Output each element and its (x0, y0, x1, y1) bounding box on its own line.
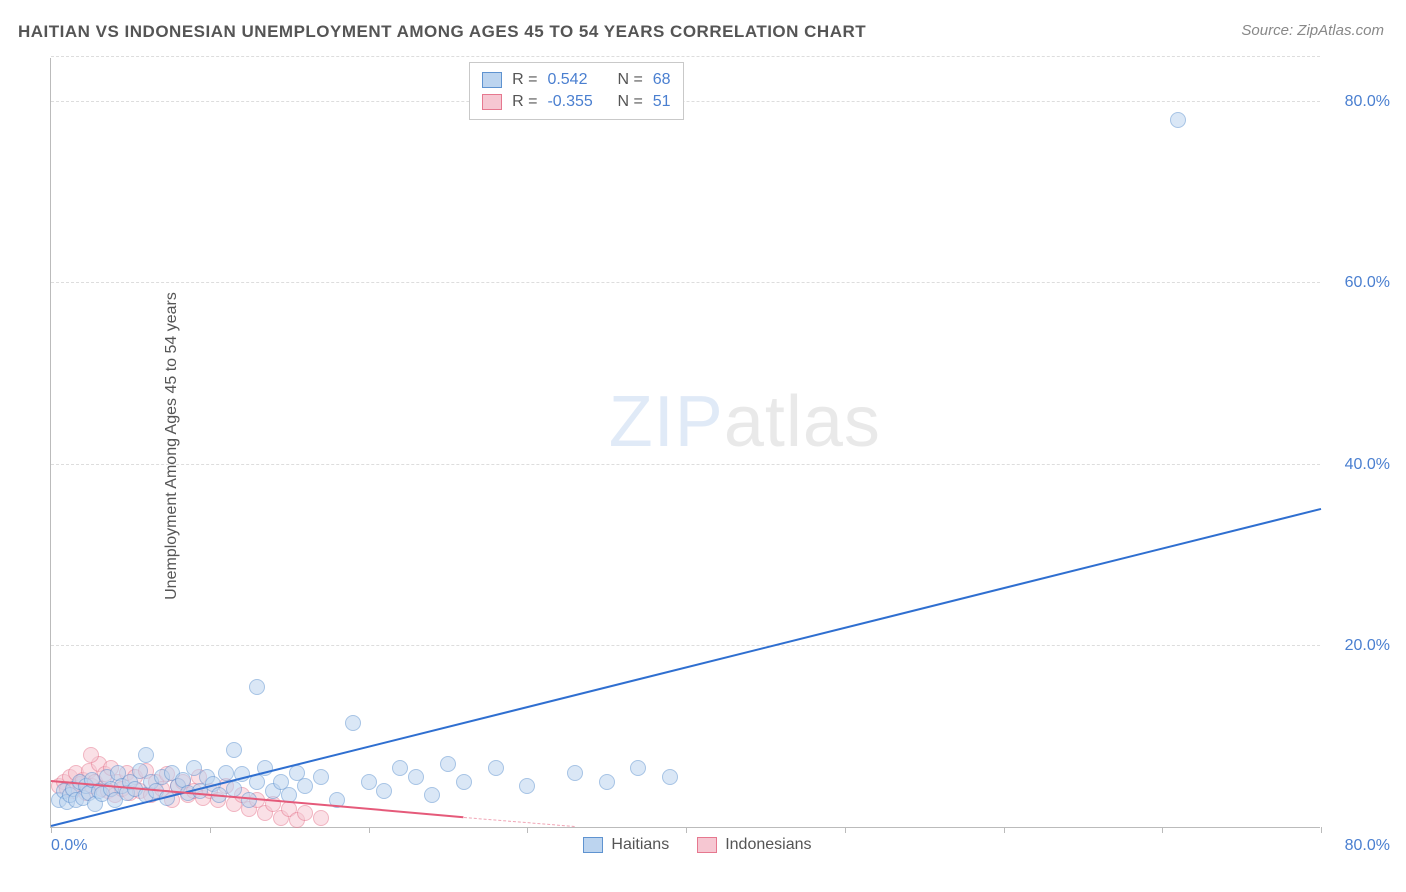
x-end-label: 80.0% (1345, 837, 1390, 855)
legend-swatch (583, 837, 603, 853)
legend-item: Haitians (583, 836, 669, 854)
x-start-label: 0.0% (51, 837, 87, 855)
gridline (51, 282, 1320, 283)
legend-r-label: R = (512, 91, 537, 113)
trend-line (464, 817, 575, 827)
legend-series-name: Indonesians (725, 836, 811, 854)
x-tick-mark (51, 827, 52, 833)
y-tick-label: 40.0% (1330, 456, 1390, 474)
series-legend: Haitians Indonesians (583, 836, 811, 854)
legend-series-name: Haitians (611, 836, 669, 854)
x-tick-mark (210, 827, 211, 833)
data-point (249, 679, 265, 695)
legend-r-value: -0.355 (547, 91, 607, 113)
gridline (51, 464, 1320, 465)
legend-r-value: 0.542 (547, 69, 607, 91)
chart-title: HAITIAN VS INDONESIAN UNEMPLOYMENT AMONG… (18, 22, 866, 42)
data-point (408, 769, 424, 785)
legend-row: R = -0.355 N = 51 (482, 91, 670, 113)
x-tick-mark (845, 827, 846, 833)
legend-n-label: N = (617, 69, 642, 91)
x-tick-mark (686, 827, 687, 833)
legend-swatch (482, 72, 502, 88)
legend-n-value: 51 (653, 91, 671, 113)
legend-r-label: R = (512, 69, 537, 91)
data-point (376, 783, 392, 799)
data-point (567, 765, 583, 781)
data-point (488, 760, 504, 776)
data-point (392, 760, 408, 776)
data-point (313, 810, 329, 826)
x-tick-mark (1162, 827, 1163, 833)
data-point (297, 778, 313, 794)
gridline (51, 645, 1320, 646)
source-label: Source: (1241, 22, 1293, 39)
data-point (226, 742, 242, 758)
legend-n-label: N = (617, 91, 642, 113)
data-point (519, 778, 535, 794)
x-tick-mark (1004, 827, 1005, 833)
data-point (456, 774, 472, 790)
legend-item: Indonesians (697, 836, 811, 854)
source-value: ZipAtlas.com (1297, 22, 1384, 39)
data-point (313, 769, 329, 785)
data-point (424, 787, 440, 803)
legend-row: R = 0.542 N = 68 (482, 69, 670, 91)
data-point (297, 805, 313, 821)
data-point (630, 760, 646, 776)
x-tick-mark (369, 827, 370, 833)
data-point (83, 747, 99, 763)
y-tick-label: 60.0% (1330, 274, 1390, 292)
legend-swatch (482, 94, 502, 110)
y-tick-label: 20.0% (1330, 637, 1390, 655)
trend-line (51, 508, 1321, 827)
x-tick-mark (1321, 827, 1322, 833)
data-point (361, 774, 377, 790)
legend-n-value: 68 (653, 69, 671, 91)
gridline (51, 56, 1320, 57)
data-point (662, 769, 678, 785)
legend-swatch (697, 837, 717, 853)
data-point (138, 747, 154, 763)
x-tick-mark (527, 827, 528, 833)
data-point (345, 715, 361, 731)
y-tick-label: 80.0% (1330, 93, 1390, 111)
correlation-legend: R = 0.542 N = 68R = -0.355 N = 51 (469, 62, 683, 120)
data-point (440, 756, 456, 772)
source-attribution: Source: ZipAtlas.com (1241, 22, 1384, 39)
data-point (218, 765, 234, 781)
gridline (51, 101, 1320, 102)
scatter-plot-area: 20.0%40.0%60.0%80.0%0.0%80.0% (50, 58, 1320, 828)
data-point (1170, 112, 1186, 128)
data-point (599, 774, 615, 790)
